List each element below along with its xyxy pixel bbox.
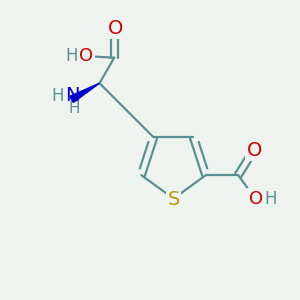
Text: S: S — [167, 190, 180, 209]
Text: H: H — [51, 87, 64, 105]
Text: N: N — [65, 86, 80, 105]
Text: O: O — [247, 141, 262, 160]
Text: O: O — [249, 190, 263, 208]
Text: O: O — [79, 47, 93, 65]
Polygon shape — [70, 83, 100, 102]
Text: O: O — [108, 19, 123, 38]
Text: H: H — [65, 47, 78, 65]
Text: H: H — [68, 101, 80, 116]
Text: H: H — [264, 190, 277, 208]
